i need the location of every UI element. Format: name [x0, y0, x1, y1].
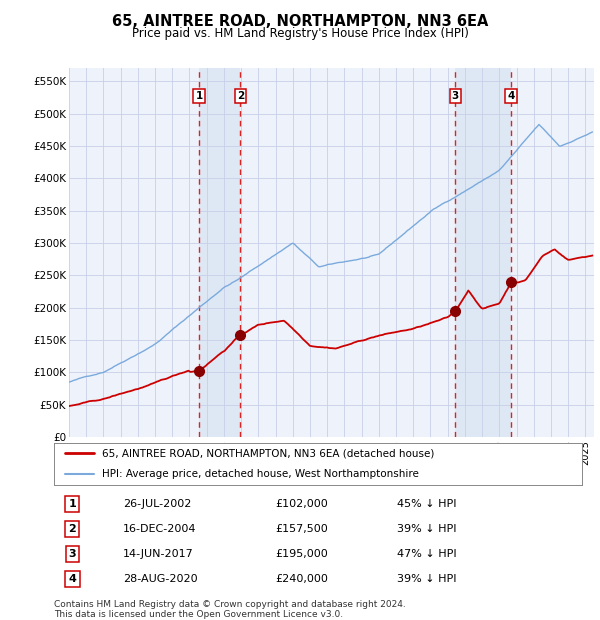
Text: £195,000: £195,000 — [276, 549, 329, 559]
Text: 39% ↓ HPI: 39% ↓ HPI — [397, 524, 457, 534]
Text: 47% ↓ HPI: 47% ↓ HPI — [397, 549, 457, 559]
Text: 26-JUL-2002: 26-JUL-2002 — [122, 499, 191, 509]
Text: 3: 3 — [68, 549, 76, 559]
Text: 65, AINTREE ROAD, NORTHAMPTON, NN3 6EA (detached house): 65, AINTREE ROAD, NORTHAMPTON, NN3 6EA (… — [101, 448, 434, 458]
Text: £240,000: £240,000 — [276, 574, 329, 584]
Text: 4: 4 — [507, 91, 514, 101]
Text: 14-JUN-2017: 14-JUN-2017 — [122, 549, 193, 559]
Text: 1: 1 — [68, 499, 76, 509]
Text: 16-DEC-2004: 16-DEC-2004 — [122, 524, 196, 534]
Text: £157,500: £157,500 — [276, 524, 329, 534]
Text: £102,000: £102,000 — [276, 499, 329, 509]
Text: 28-AUG-2020: 28-AUG-2020 — [122, 574, 197, 584]
Text: 65, AINTREE ROAD, NORTHAMPTON, NN3 6EA: 65, AINTREE ROAD, NORTHAMPTON, NN3 6EA — [112, 14, 488, 29]
Text: 2: 2 — [237, 91, 244, 101]
Text: 39% ↓ HPI: 39% ↓ HPI — [397, 574, 457, 584]
Text: 1: 1 — [196, 91, 203, 101]
Text: Contains HM Land Registry data © Crown copyright and database right 2024.
This d: Contains HM Land Registry data © Crown c… — [54, 600, 406, 619]
Text: HPI: Average price, detached house, West Northamptonshire: HPI: Average price, detached house, West… — [101, 469, 418, 479]
Bar — [455, 68, 511, 437]
Text: 4: 4 — [68, 574, 76, 584]
Text: 2: 2 — [68, 524, 76, 534]
Text: Price paid vs. HM Land Registry's House Price Index (HPI): Price paid vs. HM Land Registry's House … — [131, 27, 469, 40]
Text: 3: 3 — [452, 91, 459, 101]
Bar — [199, 68, 241, 437]
Text: 45% ↓ HPI: 45% ↓ HPI — [397, 499, 457, 509]
